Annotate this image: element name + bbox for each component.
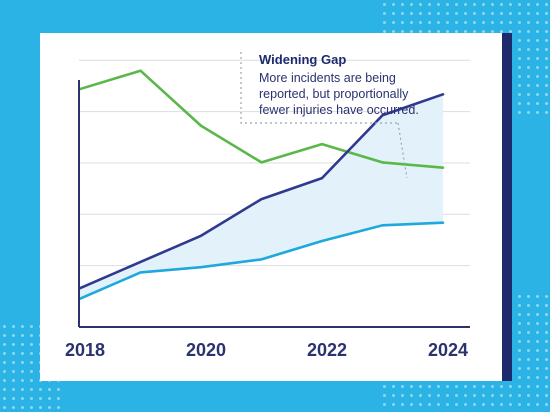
series-line-2 bbox=[78, 93, 445, 290]
annotation-pointer bbox=[397, 122, 408, 179]
series-lines bbox=[78, 69, 445, 300]
annotation-line-1: More incidents are being bbox=[259, 71, 396, 85]
x-tick-labels: 2018 2020 2022 2024 bbox=[65, 340, 468, 360]
chart-card-edge bbox=[502, 33, 512, 381]
annotation-bracket bbox=[240, 52, 398, 124]
widening-gap-area bbox=[80, 94, 443, 299]
annotation: Widening Gap More incidents are being re… bbox=[240, 52, 419, 179]
x-tick-label-2018: 2018 bbox=[65, 340, 105, 360]
x-tick-label-2022: 2022 bbox=[307, 340, 347, 360]
x-tick-label-2024: 2024 bbox=[428, 340, 468, 360]
annotation-line-2: reported, but proportionally bbox=[259, 87, 409, 101]
axes bbox=[78, 80, 470, 328]
annotation-line-3: fewer injuries have occurred. bbox=[259, 103, 419, 117]
series-line-1 bbox=[78, 69, 445, 169]
x-tick-label-2020: 2020 bbox=[186, 340, 226, 360]
series-line-3 bbox=[78, 221, 445, 300]
annotation-title: Widening Gap bbox=[259, 52, 346, 67]
